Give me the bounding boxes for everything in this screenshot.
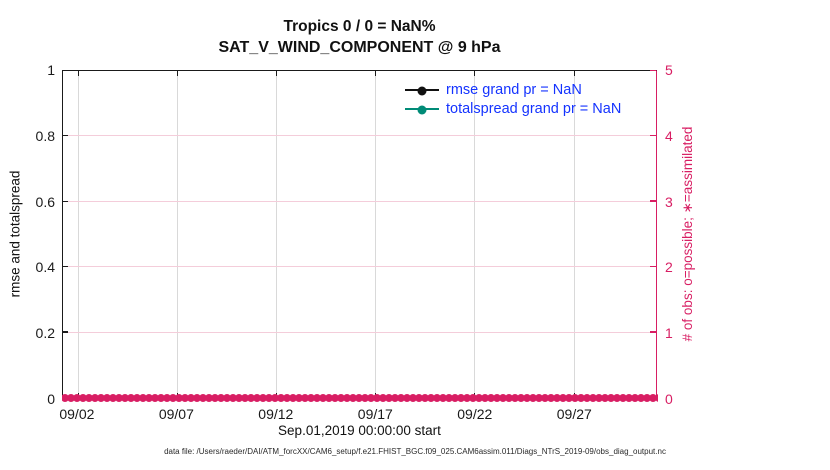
title-line2: SAT_V_WIND_COMPONENT @ 9 hPa [218,39,501,56]
legend-line-sample [405,86,439,95]
y-left-tick-mark [63,331,68,333]
obs-count-marker-band [62,393,658,403]
vertical-gridline [375,71,377,398]
x-tick-mark [375,71,377,76]
y-left-tick-mark [63,69,68,71]
vertical-gridline [474,71,476,398]
legend-label: rmse grand pr = NaN [446,81,582,98]
legend-entry: totalspread grand pr = NaN [405,99,621,118]
y-right-tick-label: 2 [665,259,673,276]
data-file-path: data file: /Users/raeder/DAI/ATM_forcXX/… [164,447,666,456]
y-left-tick-mark [63,266,68,268]
vertical-gridline [176,71,178,398]
x-tick-label: 09/22 [457,406,493,422]
x-tick-label: 09/12 [258,406,294,422]
y-left-tick-label: 0.8 [35,127,55,144]
legend-label: totalspread grand pr = NaN [446,100,622,117]
y-left-tick-mark [63,135,68,137]
y-axis-label-right: # of obs: o=possible; ∗=assimilated [680,126,695,342]
x-tick-mark [573,71,575,76]
legend-entry: rmse grand pr = NaN [405,80,621,99]
plot-area: rmse grand pr = NaN totalspread grand pr … [62,69,658,403]
horizontal-gridline [63,135,656,137]
circle-marker-icon [417,105,427,114]
y-right-tick-label: 1 [665,325,673,342]
x-tick-label: 09/07 [158,406,194,422]
y-left-tick-mark [63,200,68,202]
y-right-tick-label: 5 [665,62,673,78]
title-line1: Tropics 0 / 0 = NaN% [283,18,436,35]
y-left-tick-label: 0.4 [35,259,55,276]
y-left-tick-label: 0 [47,391,55,407]
y-right-tick-mark [650,69,656,71]
horizontal-gridline [63,200,656,202]
y-right-tick-label: 3 [665,193,673,210]
x-tick-label: 09/02 [59,406,95,422]
vertical-gridline [573,71,575,398]
horizontal-gridline [63,331,656,333]
x-tick-mark [276,71,278,76]
y-axis-label-left: rmse and totalspread [7,170,23,298]
y-right-tick-mark [650,265,656,268]
y-right-tick-mark [650,200,656,202]
vertical-gridline [276,71,278,398]
x-tick-label: 09/27 [556,406,592,422]
y-right-tick-mark [650,331,656,333]
x-tick-mark [77,71,79,76]
y-right-tick-mark [650,134,656,137]
x-tick-label: 09/17 [357,406,393,422]
legend: rmse grand pr = NaN totalspread grand pr … [405,80,621,118]
x-axis-label: Sep.01,2019 00:00:00 start [278,423,441,438]
y-left-tick-label: 0.6 [35,193,55,210]
vertical-gridline [77,71,79,398]
circle-marker-icon [417,86,427,95]
y-left-tick-label: 0.2 [35,325,55,342]
y-left-tick-label: 1 [47,62,55,78]
x-tick-mark [474,71,476,76]
plot-title: Tropics 0 / 0 = NaN% SAT_V_WIND_COMPONEN… [62,16,657,59]
legend-line-sample [405,105,439,114]
y-right-tick-label: 0 [665,391,673,407]
horizontal-gridline [63,266,656,268]
y-right-tick-label: 4 [665,127,673,144]
x-tick-mark [176,71,178,76]
